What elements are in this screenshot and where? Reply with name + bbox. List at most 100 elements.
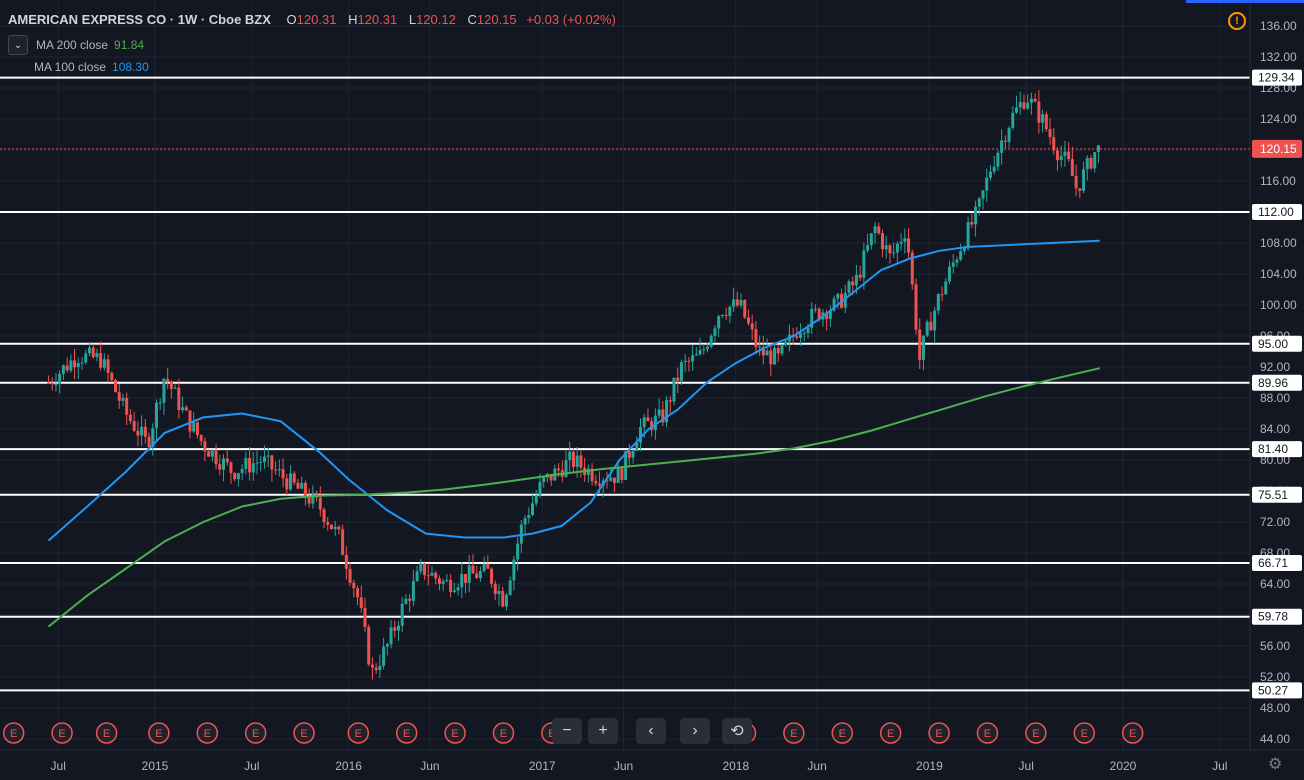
candle-body [944, 281, 948, 295]
candle-body [586, 468, 590, 475]
scroll-left-button[interactable]: ‹ [636, 718, 666, 744]
candle-body [452, 590, 456, 592]
indicator-ma200[interactable]: ⌄ MA 200 close 91.84 [8, 35, 144, 55]
time-tick-label: 2016 [335, 759, 362, 773]
reset-chart-button[interactable]: ⟲ [722, 718, 752, 744]
level-price-label: 81.40 [1258, 442, 1288, 456]
candle-body [743, 299, 747, 318]
gear-icon[interactable]: ⚙ [1268, 756, 1283, 773]
candle-body [348, 568, 352, 583]
candle-body [262, 456, 266, 462]
candle-body [292, 473, 296, 483]
candle-body [858, 274, 862, 278]
candle-body [866, 245, 870, 251]
earnings-badge-label: E [548, 728, 555, 740]
candle-body [557, 468, 561, 471]
candle-body [609, 477, 613, 481]
last-price-tag [1252, 139, 1302, 158]
candle-body [296, 482, 300, 489]
candle-body [534, 495, 538, 504]
time-tick-label: Jun [807, 759, 826, 773]
candle-body [538, 482, 542, 496]
scroll-right-button[interactable]: › [680, 718, 710, 744]
zoom-in-button[interactable]: + [588, 718, 618, 744]
candle-body [907, 238, 911, 253]
earnings-badge [2, 722, 25, 744]
candle-body [713, 328, 717, 336]
earnings-badge-label: E [1032, 728, 1039, 740]
earnings-badge-label: E [790, 728, 797, 740]
price-axis: 44.0048.0052.0056.0060.0064.0068.0072.00… [1249, 0, 1304, 750]
indicator-ma100[interactable]: MA 100 close 108.30 [34, 60, 149, 74]
candle-body [289, 473, 293, 490]
last-price-label: 120.15 [1260, 142, 1297, 156]
candle-body [266, 455, 270, 457]
earnings-badge [831, 722, 854, 744]
candle-body [378, 665, 382, 671]
candle-body [497, 591, 501, 595]
candle-body [784, 341, 788, 346]
price-tick-label: 44.00 [1260, 732, 1290, 746]
candle-body [936, 294, 940, 311]
candle-body [765, 350, 769, 356]
candle-body [880, 233, 884, 250]
candle-body [869, 233, 873, 246]
candle-body [854, 274, 858, 286]
collapse-indicators-button[interactable]: ⌄ [8, 35, 28, 55]
earnings-badge [976, 722, 999, 744]
candle-body [192, 422, 196, 432]
candle-body [918, 329, 922, 360]
candle-body [181, 407, 185, 411]
earnings-badge-label: E [451, 728, 458, 740]
candle-body [195, 422, 199, 436]
candle-body [862, 250, 866, 278]
candle-body [1078, 188, 1082, 191]
level-price-tag [1252, 486, 1302, 503]
price-tick-label: 88.00 [1260, 391, 1290, 405]
candle-body [359, 597, 363, 608]
warning-icon[interactable]: ! [1228, 12, 1246, 30]
reset-controls: ⟲ [722, 718, 752, 744]
zoom-out-button[interactable]: − [552, 718, 582, 744]
candle-body [1022, 102, 1026, 109]
candle-body [285, 478, 289, 490]
candle-body [691, 355, 695, 362]
candle-body [564, 460, 568, 477]
candle-body [895, 243, 899, 253]
symbol-title[interactable]: AMERICAN EXPRESS CO · 1W · Cboe BZX [8, 12, 271, 27]
moving-average-lines [47, 239, 1101, 628]
time-tick-label: Jul [244, 759, 259, 773]
candle-body [959, 251, 963, 260]
candle-body [222, 458, 226, 470]
candle-body [99, 353, 103, 368]
candle-body [307, 497, 311, 504]
candle-body [605, 480, 609, 482]
candle-body [467, 565, 471, 583]
level-price-label: 95.00 [1258, 337, 1288, 351]
candle-body [769, 350, 773, 365]
candle-body [1015, 107, 1019, 113]
candle-body [419, 563, 423, 572]
candle-body [84, 353, 88, 363]
candle-body [177, 387, 181, 411]
candle-body [441, 581, 445, 584]
candle-body [259, 461, 263, 463]
price-tick-label: 72.00 [1260, 515, 1290, 529]
candle-body [501, 591, 505, 607]
price-tick-label: 124.00 [1260, 112, 1297, 126]
candle-body [106, 359, 110, 373]
candle-body [218, 464, 222, 470]
ohlc-close: C120.15 [467, 12, 517, 27]
candle-body [140, 426, 144, 436]
level-price-tag [1252, 441, 1302, 458]
candle-body [54, 384, 58, 386]
earnings-badge-label: E [403, 728, 410, 740]
ma-line [47, 239, 1100, 542]
candle-body [449, 580, 453, 592]
candle-body [594, 481, 598, 484]
candle-body [47, 382, 51, 384]
candle-body [694, 354, 698, 356]
earnings-badge-label: E [355, 728, 362, 740]
candle-body [683, 360, 687, 363]
